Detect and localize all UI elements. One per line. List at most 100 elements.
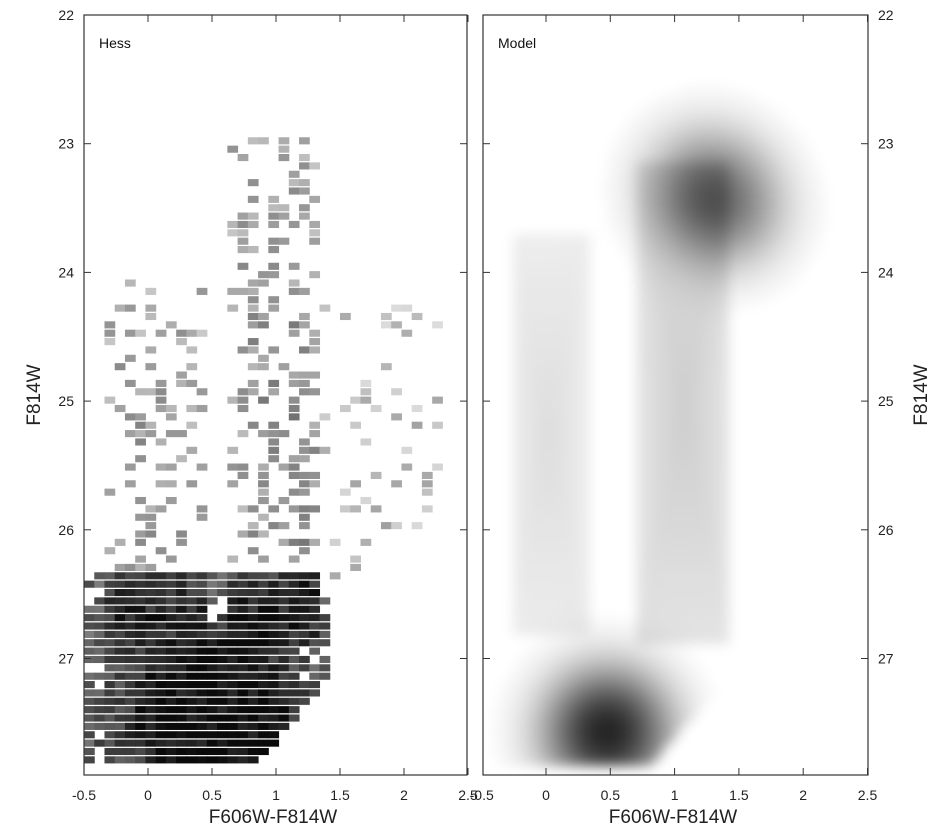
model-density-cell xyxy=(708,382,715,388)
model-density-cell xyxy=(558,504,566,510)
model-density-cell xyxy=(687,526,694,533)
model-density-cell xyxy=(538,431,545,438)
hess-cell xyxy=(104,697,116,705)
model-density-cell xyxy=(636,202,643,208)
model-density-cell xyxy=(574,301,581,307)
model-density-cell xyxy=(651,504,658,510)
model-density-cell xyxy=(548,341,555,348)
model-density-cell xyxy=(558,319,566,325)
model-density-cell xyxy=(682,517,689,524)
model-density-cell xyxy=(666,373,674,379)
model-density-cell xyxy=(574,233,581,240)
model-density-cell xyxy=(517,355,524,361)
model-density-cell xyxy=(718,571,725,578)
model-density-cell xyxy=(641,495,648,501)
model-density-cell xyxy=(646,323,653,330)
model-density-cell xyxy=(785,161,792,168)
model-density-cell xyxy=(728,269,735,276)
model-density-cell xyxy=(548,463,555,470)
model-density-cell xyxy=(790,251,797,258)
model-density-cell xyxy=(682,418,689,424)
hess-cell xyxy=(309,195,321,203)
model-density-cell xyxy=(641,328,648,334)
hess-cell xyxy=(227,731,239,739)
hess-cell xyxy=(258,597,269,605)
model-density-cell xyxy=(553,431,560,438)
model-density-cell xyxy=(538,535,545,542)
hess-cell xyxy=(309,538,321,546)
model-density-cell xyxy=(527,251,535,258)
model-density-cell xyxy=(620,197,627,204)
model-density-cell xyxy=(579,364,586,370)
hess-cell xyxy=(165,714,177,722)
hess-cell xyxy=(227,697,239,705)
model-density-cell xyxy=(697,359,704,366)
hess-cell xyxy=(278,722,290,730)
hess-cell xyxy=(145,731,157,739)
model-density-cell xyxy=(656,278,663,285)
model-density-cell xyxy=(548,242,555,249)
model-density-cell xyxy=(780,157,787,163)
model-density-cell xyxy=(687,495,694,501)
model-density-cell xyxy=(574,400,581,406)
model-density-cell xyxy=(553,535,560,542)
hess-cell xyxy=(135,622,146,630)
model-density-cell xyxy=(713,508,720,515)
model-density-cell xyxy=(656,468,663,474)
model-density-cell xyxy=(646,265,653,271)
model-density-cell xyxy=(672,107,679,114)
model-density-cell xyxy=(759,152,766,159)
model-density-cell xyxy=(692,161,699,168)
model-density-cell xyxy=(682,220,689,226)
model-density-cell xyxy=(697,242,704,249)
model-density-cell xyxy=(564,386,571,393)
model-density-cell xyxy=(780,170,787,177)
model-density-cell xyxy=(646,553,653,560)
model-density-cell xyxy=(574,287,581,294)
model-density-cell xyxy=(687,571,694,578)
model-density-cell xyxy=(584,450,591,456)
hess-cell xyxy=(145,647,157,655)
model-density-cell xyxy=(579,251,586,258)
hess-cell xyxy=(124,639,136,647)
model-density-cell xyxy=(785,193,792,199)
model-density-cell xyxy=(759,179,766,186)
hess-cell xyxy=(145,605,157,613)
model-density-cell xyxy=(672,585,679,591)
model-density-cell xyxy=(666,580,674,587)
model-density-cell xyxy=(569,589,576,596)
model-density-cell xyxy=(553,544,560,551)
model-density-cell xyxy=(666,355,674,361)
model-density-cell xyxy=(636,373,643,379)
model-density-cell xyxy=(630,215,638,222)
model-density-cell xyxy=(682,215,689,222)
model-density-cell xyxy=(651,157,658,163)
model-density-cell xyxy=(666,157,674,163)
model-density-cell xyxy=(517,499,524,506)
hess-cell xyxy=(114,647,126,655)
model-density-cell xyxy=(574,454,581,461)
hess-cell xyxy=(299,187,310,195)
model-density-cell xyxy=(738,175,746,181)
model-density-cell xyxy=(672,337,679,343)
model-density-cell xyxy=(625,202,632,208)
model-density-cell xyxy=(533,427,540,433)
model-density-cell xyxy=(543,567,550,573)
model-density-cell xyxy=(795,233,802,240)
hess-cell xyxy=(401,329,413,337)
model-density-cell xyxy=(718,242,725,249)
model-density-cell xyxy=(718,346,725,352)
model-density-cell xyxy=(692,418,699,424)
model-density-cell xyxy=(574,562,581,569)
model-density-cell xyxy=(728,112,735,118)
model-density-cell xyxy=(687,576,694,582)
hess-cell xyxy=(299,287,310,295)
model-density-cell xyxy=(656,202,663,208)
hess-cell xyxy=(247,195,259,203)
model-density-cell xyxy=(641,355,648,361)
model-density-cell xyxy=(661,161,668,168)
model-density-cell xyxy=(522,580,529,587)
hess-cell xyxy=(84,697,95,705)
hess-cell xyxy=(186,630,198,638)
